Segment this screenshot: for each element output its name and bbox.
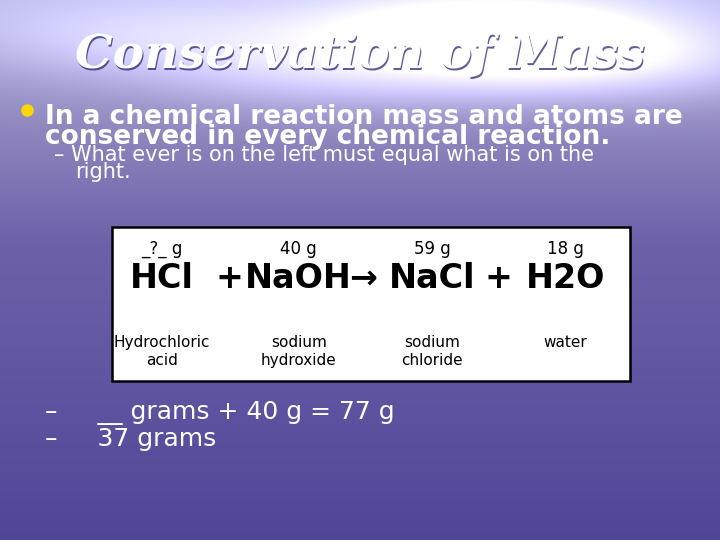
Text: conserved in every chemical reaction.: conserved in every chemical reaction. [45, 124, 610, 150]
Text: acid: acid [146, 353, 178, 368]
Text: +: + [215, 262, 243, 295]
Text: hydroxide: hydroxide [261, 353, 337, 368]
Text: 59 g: 59 g [413, 240, 451, 258]
Text: _?_ g: _?_ g [141, 240, 183, 258]
Text: NaCl: NaCl [389, 262, 475, 295]
Text: 40 g: 40 g [280, 240, 318, 258]
Text: HCl: HCl [130, 262, 194, 295]
Text: –     __ grams + 40 g = 77 g: – __ grams + 40 g = 77 g [45, 401, 395, 424]
Text: water: water [544, 335, 587, 350]
Text: +: + [485, 262, 512, 295]
Text: sodium: sodium [271, 335, 327, 350]
Text: In a chemical reaction mass and atoms are: In a chemical reaction mass and atoms ar… [45, 104, 683, 130]
Text: chloride: chloride [401, 353, 463, 368]
Text: Conservation of Mass: Conservation of Mass [75, 32, 645, 78]
Text: –     37 grams: – 37 grams [45, 427, 216, 450]
Text: – What ever is on the left must equal what is on the: – What ever is on the left must equal wh… [54, 145, 594, 165]
Text: →: → [350, 262, 377, 295]
Text: Conservation of Mass: Conservation of Mass [76, 34, 646, 80]
Text: sodium: sodium [404, 335, 460, 350]
FancyBboxPatch shape [112, 227, 630, 381]
Text: 18 g: 18 g [546, 240, 584, 258]
Text: NaOH: NaOH [246, 262, 352, 295]
Text: Hydrochloric: Hydrochloric [114, 335, 210, 350]
Text: H2O: H2O [526, 262, 605, 295]
Text: right.: right. [76, 162, 131, 182]
